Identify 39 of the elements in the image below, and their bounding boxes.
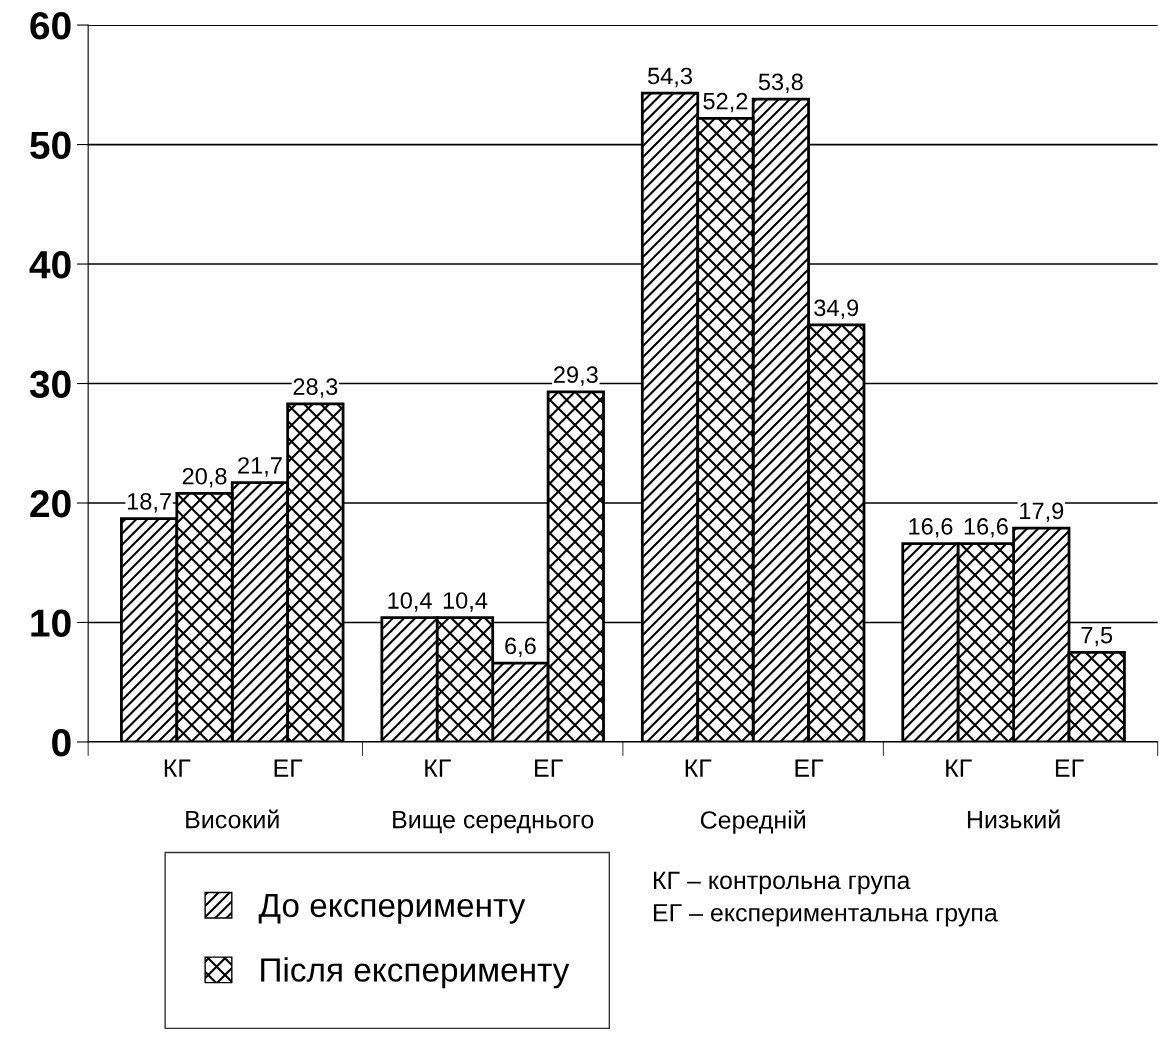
y-tick-label: 30 <box>29 370 71 399</box>
y-tick-label: 20 <box>30 489 71 518</box>
text: КГ – контрольна група <box>653 871 911 895</box>
text: Високий <box>186 809 279 829</box>
data-label: 16,6 <box>909 518 953 538</box>
data-label: 10,4 <box>443 592 488 612</box>
x-tick-label: ЕГ <box>535 759 563 777</box>
x-tick-label: КГ <box>946 759 972 777</box>
y-tick-label: 50 <box>30 131 71 160</box>
text: Вище середнього <box>393 810 594 834</box>
data-label: 16,6 <box>964 518 1008 538</box>
x-tick-label: КГ <box>164 759 191 777</box>
data-label: 54,3 <box>647 67 692 88</box>
x-tick-label: КГ <box>685 759 712 777</box>
text: ЕГ – експериментальна група <box>653 904 998 927</box>
data-label: 29,3 <box>554 366 598 386</box>
x-tick-label: ЕГ <box>795 759 824 777</box>
data-label: 6,6 <box>505 637 536 658</box>
text: Середній <box>700 810 805 834</box>
data-label: 21,7 <box>238 457 282 477</box>
data-label: 52,2 <box>703 92 748 113</box>
data-label: 10,4 <box>388 592 432 612</box>
data-label: 7,5 <box>1081 627 1113 647</box>
data-label: 53,8 <box>758 73 803 94</box>
y-tick-label: 60 <box>30 12 71 40</box>
legend-label: До експерименту <box>258 893 526 924</box>
x-tick-label: КГ <box>425 759 451 777</box>
data-label: 20,8 <box>182 467 227 488</box>
x-tick-label: ЕГ <box>274 759 303 777</box>
text: Низький <box>967 809 1060 829</box>
data-label: 28,3 <box>293 378 338 398</box>
data-label: 18,7 <box>127 492 171 513</box>
x-tick-label: ЕГ <box>1055 759 1084 777</box>
data-label: 17,9 <box>1020 502 1064 523</box>
y-tick-label: 0 <box>52 728 71 757</box>
legend-label: Після експерименту <box>261 957 570 989</box>
y-tick-label: 10 <box>31 609 71 637</box>
data-label: 34,9 <box>814 299 859 319</box>
y-tick-label: 40 <box>29 250 71 279</box>
